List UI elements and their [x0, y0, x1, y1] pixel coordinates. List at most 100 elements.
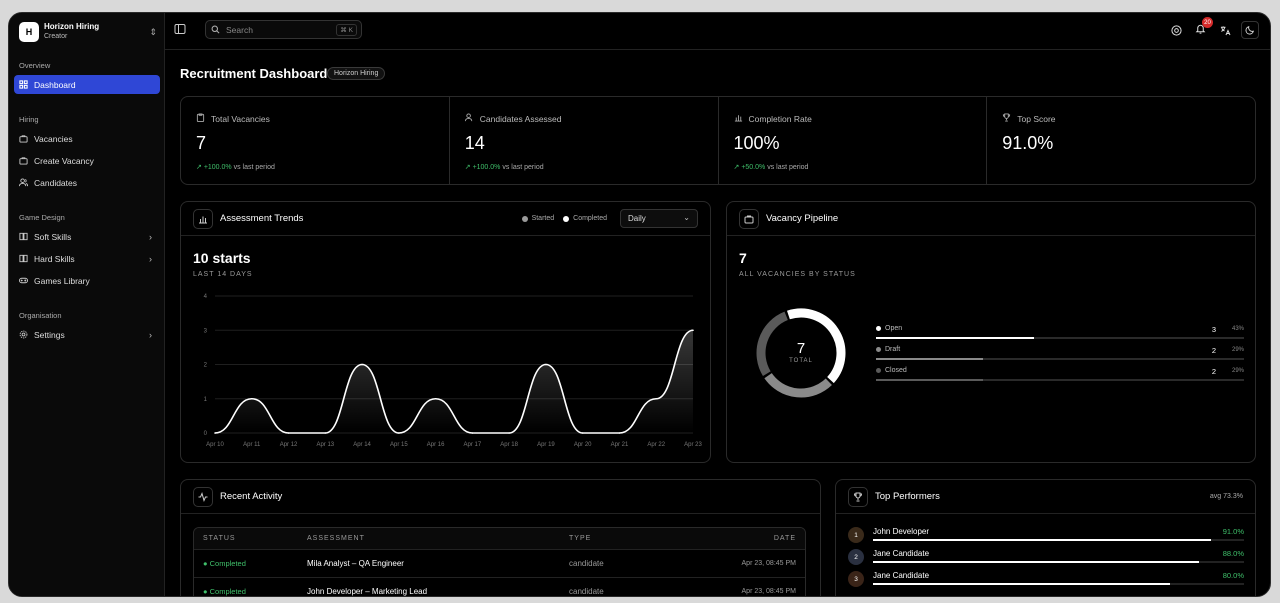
- org-name: Horizon Hiring: [44, 22, 100, 31]
- status-cell: ● Completed: [194, 577, 307, 596]
- data-point: [361, 363, 363, 366]
- table-row[interactable]: ● Completed John Developer – Marketing L…: [194, 577, 805, 596]
- sidebar-toggle-icon[interactable]: [174, 23, 188, 37]
- pipeline-bar-fill: [876, 379, 983, 381]
- performer-row[interactable]: 1 John Developer 91.0%: [848, 527, 1244, 549]
- x-tick-label: Apr 11: [243, 442, 261, 448]
- search-input[interactable]: [226, 24, 326, 35]
- sidebar-item-label: Candidates: [34, 177, 78, 188]
- type-cell: candidate: [569, 577, 693, 596]
- sidebar-item-label: Create Vacancy: [34, 155, 94, 166]
- search-shortcut: ⌘ K: [336, 24, 357, 36]
- bar-chart-icon: [193, 208, 213, 229]
- page-title: Recruitment Dashboard: [180, 66, 328, 81]
- score-bar-fill: [873, 539, 1211, 541]
- stat-label: Candidates Assessed: [479, 113, 562, 124]
- pipeline-status: Draft: [885, 346, 901, 353]
- stat-value: 100%: [733, 133, 780, 153]
- moon-icon[interactable]: [1241, 21, 1259, 39]
- x-tick-label: Apr 12: [280, 442, 298, 448]
- section-label-game-design: Game Design: [19, 213, 65, 222]
- book-icon: [19, 254, 28, 263]
- column-header-status: STATUS: [194, 528, 307, 550]
- stat-label: Total Vacancies: [211, 113, 270, 124]
- stat-value: 91.0%: [1002, 133, 1054, 153]
- notifications-button[interactable]: 20: [1192, 17, 1213, 38]
- org-role: Creator: [44, 33, 68, 40]
- search-box[interactable]: ⌘ K: [205, 20, 362, 39]
- x-tick-label: Apr 23: [684, 442, 702, 448]
- activity-table: STATUS ASSESSMENT TYPE DATE ● Completed …: [193, 527, 806, 596]
- trophy-icon: [1002, 113, 1017, 124]
- stat-card-total-vacancies: Total Vacancies 7 ↗ +100.0% vs last peri…: [181, 97, 450, 184]
- donut-slice-closed: [756, 311, 789, 377]
- sidebar-item-vacancies[interactable]: Vacancies: [14, 129, 160, 148]
- org-switcher[interactable]: H Horizon Hiring Creator ⇕: [19, 21, 157, 43]
- donut-label: TOTAL: [789, 358, 813, 364]
- section-label-overview: Overview: [19, 61, 51, 70]
- status-dot: [876, 347, 881, 352]
- gamepad-icon: [19, 276, 28, 285]
- notification-badge: 20: [1202, 17, 1213, 28]
- performer-row[interactable]: 2 Jane Candidate 88.0%: [848, 549, 1244, 571]
- chevron-right-icon: ›: [149, 253, 152, 264]
- data-point: [508, 432, 510, 434]
- pipeline-total: 7: [739, 250, 747, 266]
- chart-icon: [734, 113, 749, 124]
- data-point: [581, 432, 584, 434]
- sidebar-item-settings[interactable]: Settings ›: [14, 325, 160, 344]
- help-icon[interactable]: [1168, 22, 1184, 38]
- grid-icon: [19, 80, 28, 89]
- y-tick-label: 2: [204, 363, 208, 369]
- x-tick-label: Apr 22: [647, 442, 665, 448]
- data-point: [655, 397, 658, 400]
- sidebar-item-label: Dashboard: [34, 79, 76, 90]
- sidebar-item-create-vacancy[interactable]: Create Vacancy: [14, 151, 160, 170]
- sidebar-item-soft-skills[interactable]: Soft Skills ›: [14, 227, 160, 246]
- sidebar-item-label: Games Library: [34, 275, 90, 286]
- performer-row[interactable]: 3 Jane Candidate 80.0%: [848, 571, 1244, 593]
- sidebar-item-games-library[interactable]: Games Library: [14, 271, 160, 290]
- clipboard-icon: [196, 113, 211, 124]
- gear-icon: [19, 330, 28, 339]
- pipeline-bar-track: [876, 337, 1244, 339]
- legend-swatch-started: [521, 215, 528, 222]
- y-tick-label: 3: [204, 328, 208, 334]
- sidebar: H Horizon Hiring Creator ⇕ Overview Dash…: [9, 13, 165, 596]
- x-tick-label: Apr 18: [500, 442, 518, 448]
- status-text: Completed: [209, 586, 246, 596]
- users-icon: [464, 113, 480, 124]
- assessment-cell: John Developer – Marketing Lead: [307, 577, 569, 596]
- book-icon: [19, 232, 28, 241]
- pipeline-bar-track: [876, 379, 1244, 381]
- language-icon[interactable]: [1217, 22, 1233, 38]
- status-dot: [876, 326, 881, 331]
- pipeline-count: 3: [1211, 325, 1216, 334]
- period-select-value: Daily: [628, 214, 646, 223]
- sidebar-item-candidates[interactable]: Candidates: [14, 173, 160, 192]
- data-point: [324, 432, 327, 434]
- legend-swatch-completed: [563, 215, 570, 222]
- performer-name: Jane Candidate: [873, 571, 930, 580]
- sidebar-item-dashboard[interactable]: Dashboard: [14, 75, 160, 94]
- donut-total: 7: [796, 340, 806, 357]
- period-select[interactable]: Daily ⌄: [620, 209, 698, 228]
- stat-value: 14: [464, 133, 485, 153]
- pipeline-status: Closed: [885, 367, 907, 374]
- stat-delta: +100.0%: [472, 164, 501, 171]
- sidebar-item-hard-skills[interactable]: Hard Skills ›: [14, 249, 160, 268]
- rank-badge: 1: [848, 527, 864, 543]
- performer-name: John Developer: [873, 527, 930, 536]
- sidebar-item-label: Hard Skills: [34, 253, 75, 264]
- trend-up-icon: ↗: [733, 164, 742, 171]
- data-point: [545, 363, 547, 366]
- table-row[interactable]: ● Completed Mila Analyst – QA Engineer c…: [194, 549, 805, 578]
- performer-score: 91.0%: [1222, 527, 1244, 536]
- data-point: [471, 432, 474, 434]
- type-cell: candidate: [569, 549, 693, 578]
- pipeline-count: 2: [1211, 367, 1216, 376]
- stat-delta: +50.0%: [741, 164, 766, 171]
- x-tick-label: Apr 16: [427, 442, 445, 448]
- users-icon: [19, 178, 28, 187]
- section-label-hiring: Hiring: [19, 115, 39, 124]
